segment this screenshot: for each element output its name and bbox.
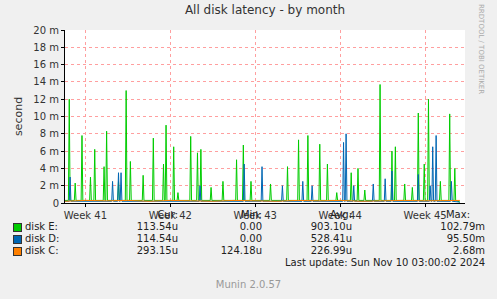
- svg-text:18 m: 18 m: [33, 42, 59, 53]
- svg-text:Week 42: Week 42: [149, 210, 192, 221]
- svg-text:second: second: [12, 97, 25, 136]
- svg-text:16 m: 16 m: [33, 59, 59, 70]
- svg-text:10 m: 10 m: [33, 111, 59, 122]
- svg-text:All disk latency - by month: All disk latency - by month: [185, 3, 345, 17]
- svg-text:20 m: 20 m: [33, 25, 59, 36]
- svg-text:8 m: 8 m: [40, 128, 59, 139]
- svg-text:6 m: 6 m: [40, 146, 59, 157]
- svg-text:Week 45: Week 45: [403, 210, 446, 221]
- svg-text:Week 43: Week 43: [234, 210, 277, 221]
- svg-text:4 m: 4 m: [40, 163, 59, 174]
- svg-text:Week 41: Week 41: [64, 210, 107, 221]
- svg-text:12 m: 12 m: [33, 94, 59, 105]
- svg-text:Week 44: Week 44: [319, 210, 362, 221]
- svg-text:0: 0: [53, 198, 59, 209]
- svg-text:14 m: 14 m: [33, 76, 59, 87]
- svg-text:2 m: 2 m: [40, 180, 59, 191]
